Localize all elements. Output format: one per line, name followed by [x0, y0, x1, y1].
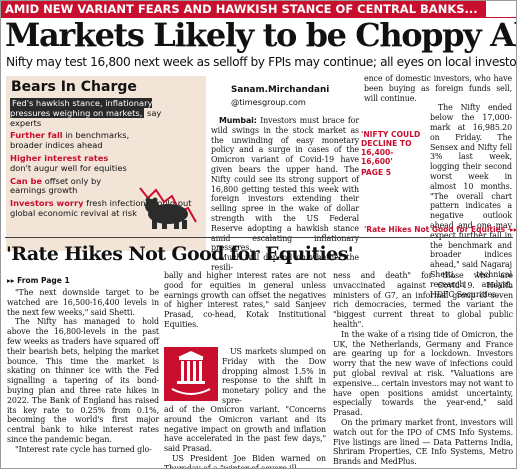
bears-item-text: say experts — [10, 107, 162, 128]
paragraph: "Interest rate cycle has turned glo- — [15, 444, 152, 454]
paragraph: "The next downside target to be watched … — [7, 288, 159, 317]
bears-item-lead: Higher interest rates — [10, 152, 109, 163]
boxout: 'NIFTY COULD DECLINE TO 16,400-16,600' P… — [361, 130, 425, 180]
bears-item-text: fresh infections could put global econom… — [10, 198, 192, 218]
kicker: AMID NEW VARIANT FEARS AND HAWKISH STANC… — [1, 1, 486, 18]
paragraph: Much will depend on whether the resili- — [211, 253, 359, 272]
paragraph: ness and death" for those who are unvacc… — [333, 271, 513, 329]
article-column-1: Mumbai: Investors must brace for wild sw… — [211, 116, 359, 273]
continued-link: 'Rate Hikes Not Good for Equities' ▸▸ 6 — [364, 225, 517, 234]
bears-item-text: in benchmarks, broader indices ahead — [10, 130, 130, 151]
paragraph: ad of the Omicron variant. "Concerns aro… — [164, 405, 326, 454]
paragraph: The Nifty ended below the 17,000-mark at… — [430, 103, 512, 299]
bears-panel: Bears In Charge Fed's hawkish stance, in… — [6, 76, 206, 251]
article-column-3: "The next downside target to be watched … — [7, 288, 159, 455]
rbi-emblem-icon — [164, 347, 218, 401]
bears-item-text: offset only by earnings growth — [10, 175, 102, 196]
boxout-page-ref: PAGE 5 — [361, 168, 392, 177]
bears-item-lead: Further fall — [10, 130, 63, 141]
paragraph-text: Investors must brace for wild swings in … — [211, 116, 359, 253]
bears-item: Investors worry fresh infections could p… — [10, 198, 202, 219]
section-divider — [5, 237, 513, 238]
bears-item: Can be offset only by earnings growth — [10, 175, 122, 197]
paragraph: In the wake of a rising tide of Omicron,… — [333, 329, 513, 418]
paragraph: On the primary market front, investors w… — [333, 417, 513, 467]
byline-name: Sanam.Mirchandani — [231, 85, 330, 95]
dateline: Mumbai: — [219, 116, 257, 125]
article-column-4: bally and higher interest rates are not … — [164, 271, 326, 330]
article-column-2: ence of domestic investors, who have bee… — [364, 74, 512, 299]
paragraph: ence of domestic investors, who have bee… — [364, 74, 512, 103]
subhead: Nifty may test 16,800 next week as sello… — [6, 55, 517, 69]
kicker-rule — [1, 17, 516, 18]
bears-list: Fed's hawkish stance, inflationary press… — [10, 98, 206, 222]
paragraph: Mumbai: Investors must brace for wild sw… — [211, 116, 359, 253]
bears-item-highlight: Fed's hawkish stance, inflationary press… — [10, 98, 153, 118]
byline-email: @timesgroup.com — [231, 97, 306, 107]
bears-item-lead: Can be — [10, 175, 43, 186]
paragraph: US President Joe Biden warned on Thursda… — [164, 453, 326, 469]
paragraph: bally and higher interest rates are not … — [164, 271, 326, 329]
from-page-label: ▸▸ From Page 1 — [7, 276, 70, 285]
article-column-4-side: US markets slumped on Friday with the Do… — [222, 347, 326, 406]
continuation-headline: 'Rate Hikes Not Good for Equities' — [6, 243, 354, 265]
bears-item: Fed's hawkish stance, inflationary press… — [10, 98, 188, 128]
headline: Markets Likely to be Choppy Ahead — [5, 16, 516, 54]
kicker-bar: AMID NEW VARIANT FEARS AND HAWKISH STANC… — [1, 1, 516, 18]
boxout-text: 'NIFTY COULD DECLINE TO 16,400-16,600' — [361, 130, 421, 166]
bears-item: Higher interest rates don't augur well f… — [10, 152, 132, 174]
article-column-4-bottom: ad of the Omicron variant. "Concerns aro… — [164, 405, 326, 469]
bears-item-lead: Investors worry — [10, 198, 84, 209]
bears-title: Bears In Charge — [11, 79, 137, 95]
bear-icon — [139, 187, 197, 229]
bears-item-text: don't augur well for equities — [10, 162, 127, 173]
article-column-5: ness and death" for those who are unvacc… — [333, 271, 513, 467]
paragraph: US markets slumped on Friday with the Do… — [222, 347, 326, 405]
paragraph: The Nifty has managed to hold above the … — [7, 317, 159, 444]
bears-item: Further fall in benchmarks, broader indi… — [10, 130, 150, 151]
